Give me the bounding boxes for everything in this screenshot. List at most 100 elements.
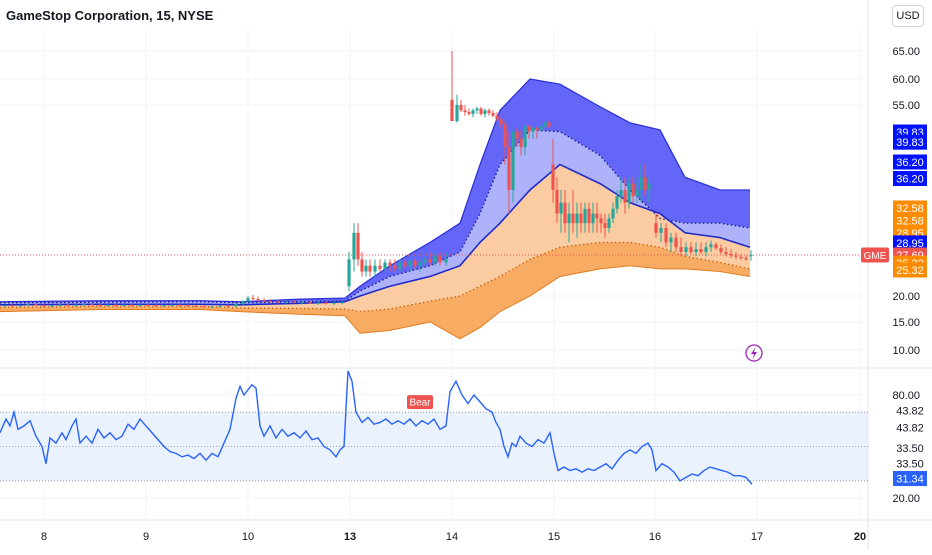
candle [531, 126, 535, 139]
candle-body [479, 108, 483, 114]
candle [543, 121, 547, 129]
candle [463, 105, 467, 116]
candle-body [423, 259, 427, 263]
candle-body [50, 305, 54, 307]
candle [623, 177, 627, 214]
candle-body [162, 305, 166, 307]
candle [82, 303, 86, 306]
candle-body [615, 196, 619, 209]
candle [373, 259, 377, 277]
lower-inner-fill [0, 164, 750, 312]
price-tick-label: 60.00 [892, 74, 920, 86]
candle [34, 303, 38, 306]
candle [694, 242, 698, 257]
candle-body [535, 128, 539, 130]
candle [627, 177, 631, 209]
time-tick-label: 14 [446, 531, 458, 543]
candle [611, 202, 615, 224]
candle [724, 247, 728, 257]
candle-body [114, 304, 118, 306]
candle [106, 304, 110, 307]
rsi-price-label: 31.34 [893, 471, 927, 487]
rsi-price-label: 43.82 [896, 405, 924, 417]
candle [162, 304, 166, 307]
candle [689, 242, 693, 254]
candle [684, 242, 688, 257]
candle-body [679, 247, 683, 253]
bear-signal-box [407, 395, 433, 410]
currency-button[interactable]: USD [892, 5, 924, 27]
candle [284, 300, 288, 304]
candle [388, 259, 392, 272]
candle [571, 189, 575, 233]
candle [413, 259, 417, 269]
candle-body [734, 255, 738, 257]
candle [575, 202, 579, 238]
lightning-icon-bolt [751, 347, 757, 359]
candle-body [669, 237, 673, 243]
candle [340, 301, 344, 305]
candle-body [563, 202, 567, 224]
candle [539, 124, 543, 132]
candle-body [356, 232, 360, 260]
candle-body [413, 260, 417, 266]
candle [178, 303, 182, 306]
candle-body [475, 108, 479, 111]
candle-body [744, 258, 748, 260]
candle-body [256, 299, 260, 301]
candle-body [383, 262, 387, 269]
candle-body [210, 306, 214, 308]
candle-body [527, 126, 531, 132]
candle [563, 189, 567, 233]
rsi-tick-label: 20.00 [892, 493, 920, 505]
candle-body [635, 189, 639, 197]
time-tick-label: 8 [41, 531, 47, 543]
candle [423, 256, 427, 266]
candle-body [251, 298, 255, 300]
candle [186, 304, 190, 307]
candle-body [559, 202, 563, 214]
candle-body [551, 164, 555, 190]
candle-body [122, 304, 126, 306]
price-tick-label: 20.00 [892, 291, 920, 303]
candle [408, 259, 412, 272]
lower-band-fill [0, 242, 750, 339]
candle-body [627, 183, 631, 203]
rsi-pane: 80.00 20.00 43.82 43.82 33.50 33.50 31.34 [0, 370, 927, 505]
candle [599, 213, 603, 233]
rsi-price-label-text: 31.34 [896, 474, 924, 486]
candle-body [611, 208, 615, 219]
candle [42, 304, 46, 307]
bands [0, 78, 751, 340]
candle [595, 202, 599, 233]
candle-body [531, 128, 535, 132]
candle-body [463, 110, 467, 113]
candle [18, 304, 22, 307]
symbol-badge-box [861, 247, 889, 263]
candle-body [98, 304, 102, 306]
candle [356, 223, 360, 266]
candle [154, 304, 158, 307]
time-axis: 8 9 10 13 14 15 16 17 20 [41, 531, 866, 543]
price-label-text: 28.95 [896, 238, 924, 250]
candle-body [639, 177, 643, 190]
time-tick-label: 15 [548, 531, 560, 543]
candle-body [571, 213, 575, 224]
candle-body [607, 218, 611, 228]
upper-inner-line [0, 129, 751, 304]
candle-body [455, 105, 459, 122]
candle [507, 131, 511, 214]
candle-body [218, 305, 222, 307]
candle-body [483, 110, 487, 114]
candle [495, 112, 499, 122]
candle [479, 106, 483, 116]
candle [459, 99, 463, 113]
candle [300, 301, 304, 305]
candle [268, 299, 272, 303]
candle [615, 189, 619, 214]
candle-body [567, 213, 571, 224]
candle-body [398, 262, 402, 269]
candle-body [503, 124, 507, 148]
